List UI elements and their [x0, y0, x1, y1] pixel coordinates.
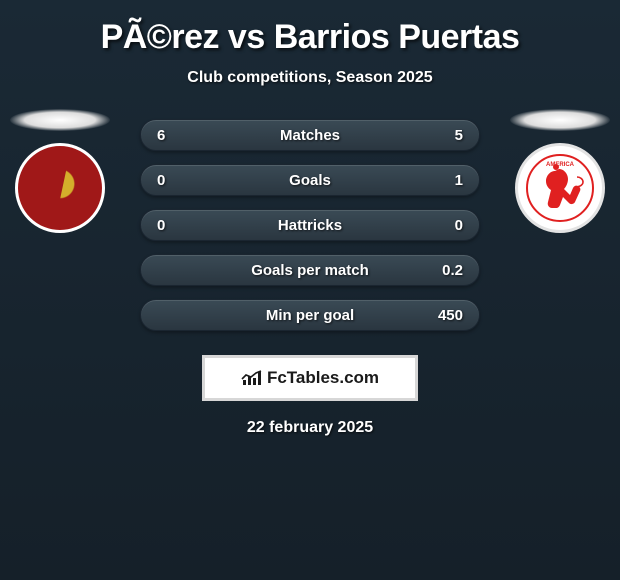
date: 22 february 2025	[247, 419, 373, 437]
stat-right-value: 0.2	[427, 262, 463, 279]
branding-text: FcTables.com	[267, 368, 379, 388]
branding[interactable]: FcTables.com	[202, 355, 418, 401]
stat-label: Goals per match	[193, 262, 427, 279]
svg-text:AMERICA: AMERICA	[546, 162, 575, 168]
stat-row: Min per goal450	[140, 299, 480, 331]
chart-icon	[241, 369, 263, 387]
halo-left	[10, 109, 110, 131]
left-team	[10, 109, 110, 233]
subtitle: Club competitions, Season 2025	[187, 69, 432, 87]
stat-right-value: 450	[427, 307, 463, 324]
team-badges: AMERICA	[0, 109, 620, 233]
stat-label: Min per goal	[193, 307, 427, 324]
team-badge-right: AMERICA	[515, 143, 605, 233]
halo-right	[510, 109, 610, 131]
comparison-card: PÃ©rez vs Barrios Puertas Club competiti…	[0, 0, 620, 447]
page-title: PÃ©rez vs Barrios Puertas	[101, 18, 520, 57]
right-team: AMERICA	[510, 109, 610, 233]
stat-row: Goals per match0.2	[140, 254, 480, 286]
team-badge-left	[15, 143, 105, 233]
stats-section: AMERICA 6Matches50Goals10Hattricks0Goals…	[0, 119, 620, 331]
